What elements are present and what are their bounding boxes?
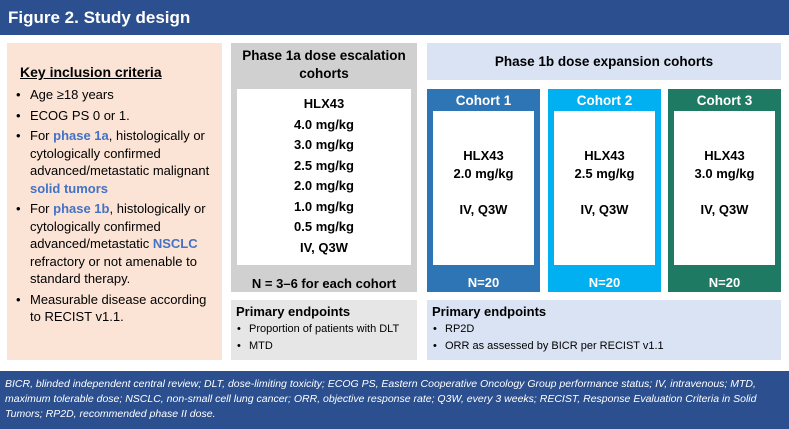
dose-line: 2.5 mg/kg	[294, 157, 354, 173]
cohort-n: N=20	[588, 275, 621, 290]
endpoints-title: Primary endpoints	[236, 304, 351, 319]
phase1a-note: N = 3–6 for each cohort	[251, 276, 397, 291]
cohort-line: HLX43	[584, 148, 625, 163]
inclusion-item: • Measurable disease according to RECIST …	[16, 291, 216, 326]
bullet: •	[433, 323, 437, 335]
cohort-line: IV, Q3W	[580, 202, 629, 217]
endpoint-text: Proportion of patients with DLT	[249, 323, 400, 335]
phase1a-box: HLX43 4.0 mg/kg 3.0 mg/kg 2.5 mg/kg 2.0 mg/k…	[237, 89, 411, 265]
phase1a-panel: Phase 1a dose escalation cohorts HLX43 4.…	[231, 43, 417, 292]
cohort-inner: HLX43 2.5 mg/kg IV, Q3W	[554, 111, 655, 265]
inclusion-item: • For phase 1a, histologically or cytolog…	[16, 127, 216, 197]
cohort-box: Cohort 2 HLX43 2.5 mg/kg IV, Q3W N=20	[548, 89, 661, 292]
phase1a-endpoints: Primary endpoints • Proportion of patients…	[231, 300, 417, 360]
endpoint-text: RP2D	[445, 323, 475, 335]
cohort-inner: HLX43 2.0 mg/kg IV, Q3W	[433, 111, 534, 265]
item-text: refractory or not amenable to standard t…	[30, 253, 197, 287]
cohort-line: IV, Q3W	[459, 202, 508, 217]
endpoint-text: MTD	[249, 340, 273, 352]
footer-bar: BICR, blinded independent central review…	[0, 371, 789, 429]
cohort-name: Cohort 2	[576, 93, 633, 108]
highlight-text: phase 1a	[53, 128, 109, 143]
dose-line: 4.0 mg/kg	[294, 116, 354, 132]
cohort-line: IV, Q3W	[700, 202, 749, 217]
dose-line: 2.0 mg/kg	[294, 178, 354, 193]
endpoints-title: Primary endpoints	[432, 304, 547, 319]
endpoint-text: ORR as assessed by BICR per RECIST v1.1	[445, 340, 664, 352]
item-text: Measurable disease according to RECIST v…	[30, 291, 207, 325]
item-text: For	[30, 201, 54, 216]
inclusion-item: • Age ≥18 years	[16, 86, 216, 104]
cohort-line: 2.0 mg/kg	[453, 166, 514, 181]
cohort-box: Cohort 3 HLX43 3.0 mg/kg IV, Q3W N=20	[668, 89, 781, 292]
inclusion-item: • For phase 1b, histologically or cytolog…	[16, 200, 216, 288]
item-text: Age ≥18 years	[30, 87, 114, 102]
inclusion-list: • Age ≥18 years • ECOG PS 0 or 1. • For phase…	[16, 83, 216, 326]
cohort-line: 2.5 mg/kg	[574, 166, 635, 181]
bullet: •	[237, 323, 241, 335]
inclusion-title: Key inclusion criteria	[20, 64, 162, 80]
endpoint-item: • ORR as assessed by BICR per RECIST v1.1	[433, 340, 773, 352]
bullet: •	[16, 291, 21, 307]
dose-line: 0.5 mg/kg	[294, 219, 354, 234]
header-title: Figure 2. Study design	[8, 8, 191, 27]
item-text: , histologically or cytologically confir…	[30, 201, 206, 251]
bullet: •	[16, 201, 21, 216]
endpoint-item: • Proportion of patients with DLT	[237, 323, 417, 335]
cohort-name: Cohort 3	[696, 93, 753, 108]
highlight-text: phase 1b	[53, 201, 110, 216]
header-bar: Figure 2. Study design	[0, 0, 789, 35]
item-text: For	[30, 128, 54, 143]
bullet: •	[16, 107, 21, 123]
endpoint-item: • MTD	[237, 340, 417, 352]
highlight-text: solid tumors	[30, 180, 109, 196]
cohort-line: 3.0 mg/kg	[694, 166, 755, 181]
cohort-name: Cohort 1	[455, 93, 512, 108]
inclusion-item: • ECOG PS 0 or 1.	[16, 107, 216, 125]
endpoint-item: • RP2D	[433, 323, 773, 335]
cohort-line: HLX43	[463, 148, 504, 163]
dose-line: HLX43	[303, 96, 345, 111]
phase1a-title: Phase 1a dose escalation cohorts	[242, 48, 406, 81]
bullet: •	[16, 128, 21, 143]
cohort-line: HLX43	[704, 148, 745, 163]
cohort-n: N=20	[708, 275, 741, 290]
item-text: , histologically or cytologically confir…	[30, 128, 210, 178]
cohort-box: Cohort 1 HLX43 2.0 mg/kg IV, Q3W N=20	[427, 89, 540, 292]
cohort-inner: HLX43 3.0 mg/kg IV, Q3W	[674, 111, 775, 265]
dose-line: IV, Q3W	[300, 239, 348, 255]
inclusion-panel: Key inclusion criteria • Age ≥18 years • EC…	[7, 43, 222, 360]
phase1b-endpoints: Primary endpoints • RP2D • ORR as assessed b…	[427, 300, 781, 360]
bullet: •	[433, 340, 437, 352]
footnote: BICR, blinded independent central review…	[5, 378, 757, 420]
dose-line: 3.0 mg/kg	[294, 137, 354, 152]
item-text: ECOG PS 0 or 1.	[30, 107, 130, 123]
cohort-n: N=20	[467, 275, 500, 290]
dose-line: 1.0 mg/kg	[294, 198, 354, 214]
highlight-text: NSCLC	[152, 236, 198, 251]
phase1b-title: Phase 1b dose expansion cohorts	[494, 54, 714, 69]
phase1b-header: Phase 1b dose expansion cohorts	[427, 43, 781, 80]
bullet: •	[16, 87, 21, 102]
bullet: •	[237, 340, 241, 352]
